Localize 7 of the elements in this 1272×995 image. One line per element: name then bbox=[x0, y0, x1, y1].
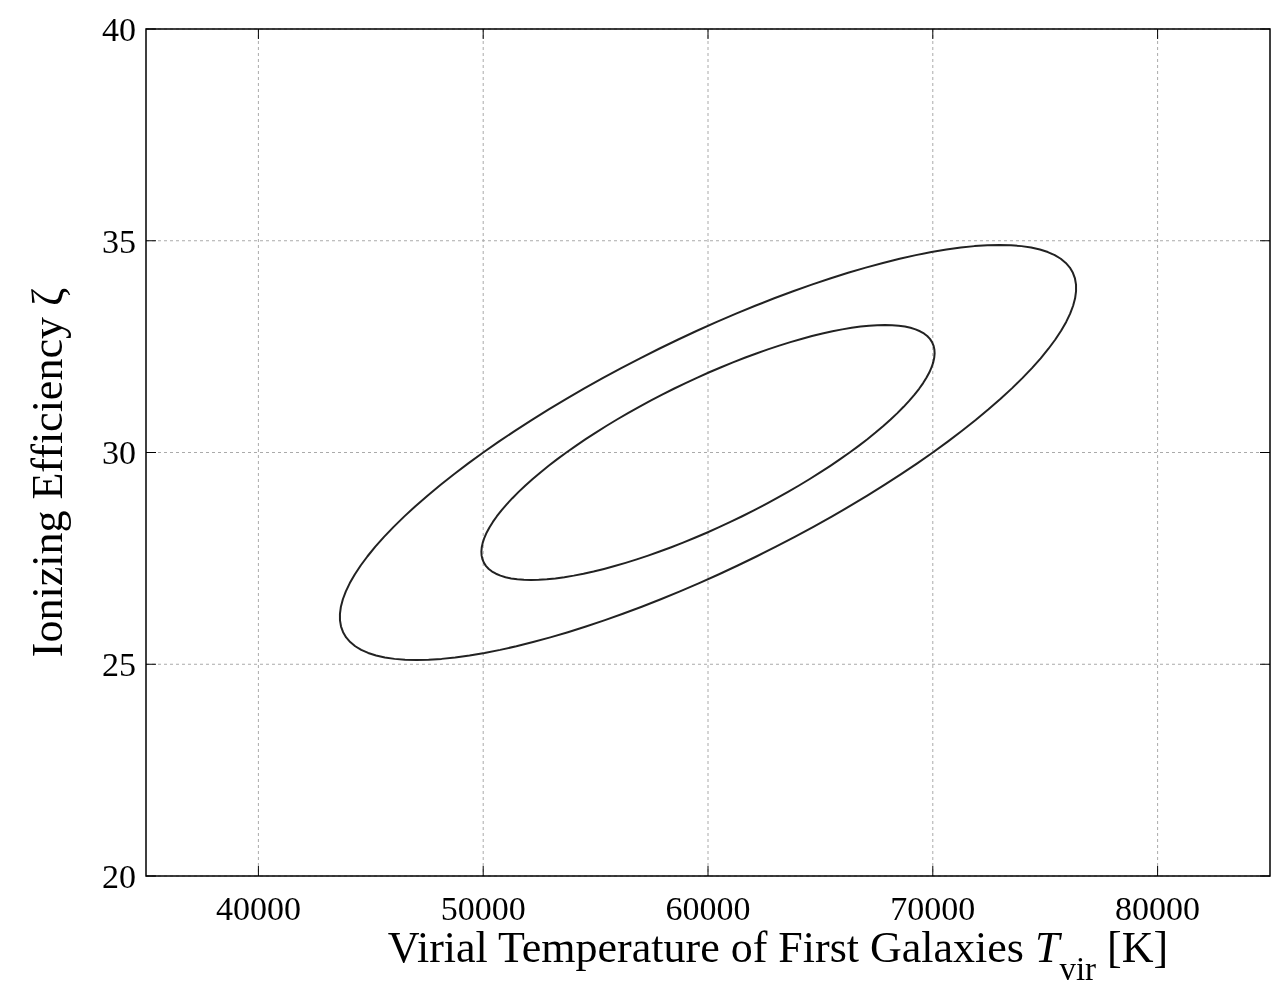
y-tick-label: 25 bbox=[102, 646, 136, 684]
y-tick-label: 40 bbox=[102, 10, 136, 48]
y-tick-label: 20 bbox=[102, 857, 136, 895]
y-axis-title: Ionizing Efficiency ζ bbox=[23, 287, 72, 658]
y-tick-label: 30 bbox=[102, 434, 136, 472]
x-tick-label: 40000 bbox=[215, 890, 301, 927]
y-tick-label: 35 bbox=[102, 222, 136, 260]
